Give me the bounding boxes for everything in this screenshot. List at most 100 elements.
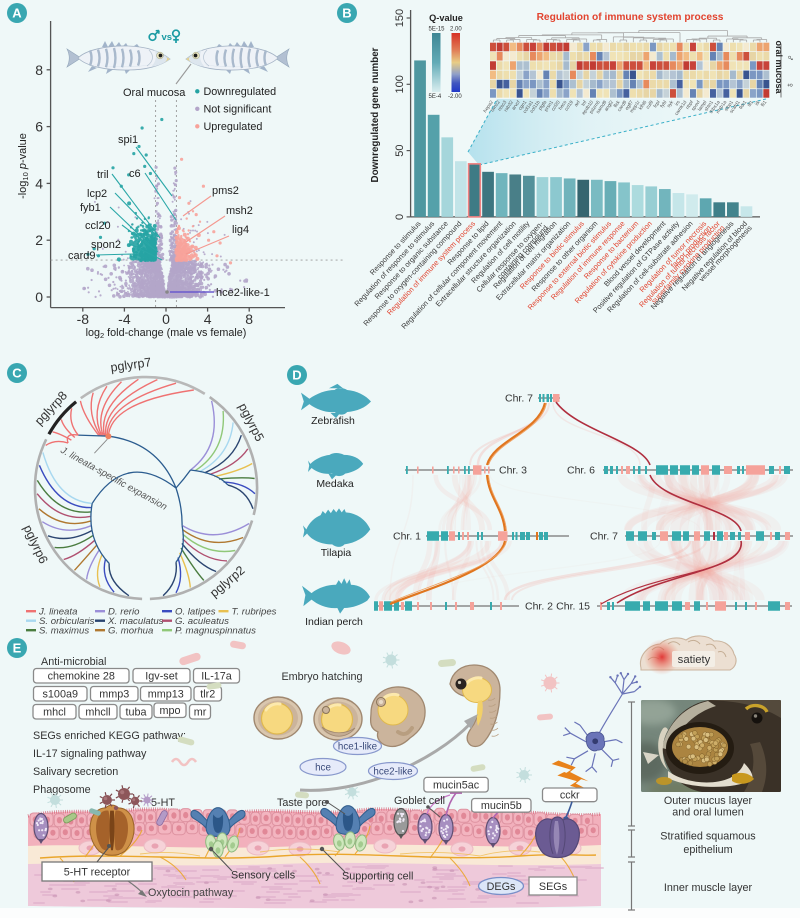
svg-text:irs: irs: [674, 99, 682, 107]
svg-text:c6: c6: [129, 168, 141, 180]
svg-text:-4: -4: [118, 311, 131, 327]
svg-text:card9: card9: [617, 99, 629, 113]
svg-text:4: 4: [204, 311, 212, 327]
svg-text:Q-value: Q-value: [429, 13, 463, 23]
svg-text:spi1: spi1: [118, 134, 138, 146]
svg-text:msh2: msh2: [226, 205, 253, 217]
svg-text:Sensory cells: Sensory cells: [231, 870, 296, 882]
svg-text:150: 150: [394, 9, 406, 27]
svg-text:C: C: [12, 366, 22, 381]
svg-text:cul9: cul9: [645, 99, 655, 110]
svg-text:mucin5ac: mucin5ac: [433, 780, 480, 792]
svg-text:Indian perch: Indian perch: [305, 616, 363, 628]
svg-text:angl2: angl2: [603, 99, 615, 112]
svg-text:Chr. 7: Chr. 7: [505, 393, 533, 405]
svg-text:5E-4: 5E-4: [429, 94, 442, 100]
svg-text:Goblet cell: Goblet cell: [394, 795, 445, 807]
svg-text:♀: ♀: [784, 81, 795, 89]
svg-text:♂: ♂: [784, 54, 795, 62]
svg-text:fyb1: fyb1: [80, 202, 101, 214]
svg-text:chemokine 28: chemokine 28: [48, 671, 115, 683]
svg-text:egfl7: egfl7: [624, 99, 635, 111]
svg-text:fli1: fli1: [760, 99, 769, 108]
svg-text:mr: mr: [194, 707, 207, 719]
svg-text:2.00: 2.00: [450, 27, 462, 33]
svg-text:pms2: pms2: [212, 185, 239, 197]
svg-text:S. maximus: S. maximus: [39, 626, 89, 637]
svg-text:2: 2: [35, 232, 43, 248]
svg-text:-log10 p-value: -log10 p-value: [17, 133, 30, 199]
svg-text:SEGs: SEGs: [539, 881, 568, 893]
svg-text:Oral mucosa: Oral mucosa: [123, 87, 186, 99]
svg-text:s100a9: s100a9: [43, 689, 78, 701]
svg-text:lampl: lampl: [697, 100, 708, 113]
svg-text:oral mucosa: oral mucosa: [774, 40, 784, 94]
svg-text:ccl20: ccl20: [550, 99, 562, 112]
svg-text:P. magnuspinnatus: P. magnuspinnatus: [175, 626, 256, 637]
svg-text:0: 0: [35, 289, 43, 305]
svg-text:A: A: [12, 6, 22, 21]
svg-text:hce2-like-1: hce2-like-1: [216, 287, 270, 299]
svg-text:Upregulated: Upregulated: [204, 121, 263, 133]
svg-text:SEGs enriched KEGG pathway:: SEGs enriched KEGG pathway:: [33, 730, 186, 742]
svg-text:Igv-set: Igv-set: [145, 671, 177, 683]
svg-text:G. morhua: G. morhua: [108, 626, 153, 637]
svg-text:hce: hce: [315, 763, 331, 774]
svg-text:arvcf: arvcf: [511, 99, 522, 112]
svg-text:Chr. 1: Chr. 1: [393, 531, 421, 543]
svg-text:T. rubripes: T. rubripes: [232, 607, 277, 618]
svg-text:Inner muscle layer: Inner muscle layer: [664, 882, 753, 894]
svg-text:tlr2: tlr2: [200, 689, 215, 701]
svg-text:vs: vs: [162, 32, 173, 43]
svg-text:Stratified squamous: Stratified squamous: [660, 831, 756, 843]
svg-text:axl: axl: [573, 100, 581, 108]
svg-text:Chr. 3: Chr. 3: [499, 465, 527, 477]
svg-text:Anti-microbial: Anti-microbial: [41, 656, 106, 668]
svg-text:Zebrafish: Zebrafish: [311, 415, 355, 427]
svg-text:mpo: mpo: [159, 705, 180, 717]
svg-text:5-HT receptor: 5-HT receptor: [64, 867, 131, 879]
svg-text:Downregulated: Downregulated: [204, 86, 277, 98]
svg-text:Chr. 15: Chr. 15: [556, 601, 590, 613]
svg-text:S. orbicularis: S. orbicularis: [39, 616, 95, 627]
svg-text:log2 fold-change (male vs fema: log2 fold-change (male vs female): [86, 327, 247, 340]
svg-text:stbp1: stbp1: [723, 99, 735, 112]
svg-text:D. rerio: D. rerio: [108, 607, 140, 618]
svg-text:tril: tril: [97, 169, 109, 181]
svg-text:shtn1: shtn1: [703, 99, 715, 112]
svg-text:Not significant: Not significant: [204, 104, 272, 116]
svg-text:6: 6: [35, 119, 43, 135]
svg-text:O. latipes: O. latipes: [175, 607, 216, 618]
svg-text:mhcl: mhcl: [43, 707, 66, 719]
svg-text:tll1: tll1: [747, 99, 756, 108]
svg-text:-8: -8: [77, 311, 90, 327]
svg-text:B: B: [342, 6, 351, 21]
svg-text:hce1-like: hce1-like: [338, 742, 378, 753]
svg-text:Supporting cell: Supporting cell: [342, 871, 413, 883]
svg-text:fybl: fybl: [659, 100, 668, 110]
svg-text:cckr: cckr: [560, 790, 580, 802]
svg-text:Salivary secretion: Salivary secretion: [33, 766, 118, 778]
svg-text:DEGs: DEGs: [487, 881, 516, 893]
svg-text:Embryo hatching: Embryo hatching: [281, 671, 362, 683]
svg-text:hce2-like: hce2-like: [373, 767, 413, 778]
svg-text:spovl: spovl: [690, 100, 701, 113]
svg-text:nbpf: nbpf: [685, 99, 696, 111]
svg-text:epithelium: epithelium: [683, 844, 732, 856]
svg-text:Regulation of immune system pr: Regulation of immune system process: [537, 12, 724, 23]
svg-text:satiety: satiety: [678, 654, 711, 666]
svg-text:hecs: hecs: [558, 99, 569, 111]
svg-text:Chr. 6: Chr. 6: [567, 465, 595, 477]
svg-text:mmp3: mmp3: [99, 689, 129, 701]
svg-text:5-HT: 5-HT: [151, 797, 175, 809]
svg-text:Taste pore: Taste pore: [277, 797, 327, 809]
svg-text:tldr1: tldr1: [738, 99, 748, 110]
svg-text:fcpl: fcpl: [652, 100, 661, 110]
svg-text:G. aculeatus: G. aculeatus: [175, 616, 229, 627]
svg-text:5E-15: 5E-15: [429, 27, 446, 33]
svg-text:card9: card9: [68, 250, 96, 262]
svg-text:plgfa: plgfa: [537, 99, 548, 111]
svg-text:IL-17 signaling pathway: IL-17 signaling pathway: [33, 748, 147, 760]
svg-text:Chr. 7: Chr. 7: [590, 531, 618, 543]
svg-text:8: 8: [245, 311, 253, 327]
